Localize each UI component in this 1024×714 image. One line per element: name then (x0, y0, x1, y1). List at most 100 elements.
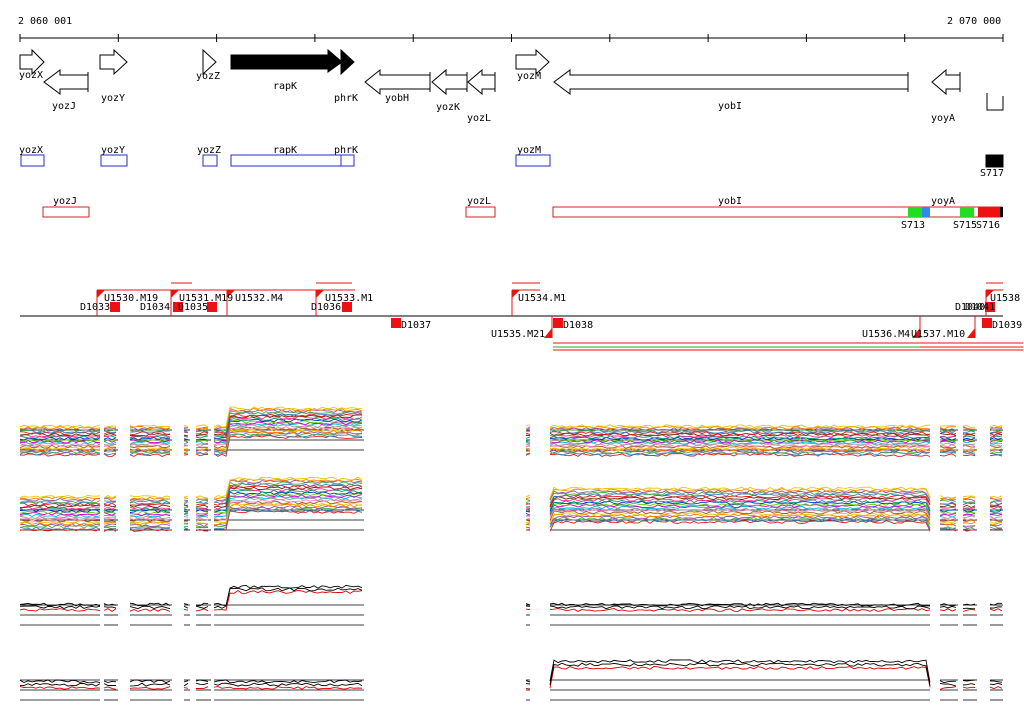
expression-trace (19, 602, 101, 607)
expression-trace (19, 446, 101, 450)
minus-label-yozL: yozL (467, 196, 491, 207)
expression-trace (962, 428, 976, 432)
gene-label-yozJ: yozJ (52, 101, 76, 112)
gene-partial-right[interactable] (986, 93, 1004, 111)
gene-yobH[interactable]: yobH (364, 68, 431, 104)
expression-trace (549, 446, 931, 451)
ruler-end-label: 2 070 000 (947, 16, 1001, 27)
expression-trace (103, 502, 117, 507)
expression-trace (129, 686, 171, 690)
region-S713[interactable]: S713 (901, 207, 930, 231)
segment-box (982, 318, 992, 328)
minus-box-yozL[interactable]: yozL (465, 196, 496, 218)
expression-trace (939, 438, 957, 442)
expression-trace (129, 450, 171, 454)
gene-phrK[interactable]: phrK (334, 48, 358, 104)
gene-rapK[interactable]: rapK (230, 48, 343, 92)
expression-trace (103, 430, 117, 434)
expression-trace (19, 498, 101, 502)
expression-trace (19, 442, 101, 446)
expression-trace (939, 442, 957, 446)
expression-trace (989, 602, 1003, 606)
plus-box-phrK[interactable]: phrK (334, 145, 358, 167)
plus-box-yozX[interactable]: yozX (19, 145, 45, 167)
gene-yobI[interactable]: yobI (553, 69, 909, 112)
expression-trace (103, 440, 117, 445)
plus-label-yozX: yozX (19, 145, 43, 156)
expression-trace (549, 507, 931, 518)
segment-flag (986, 290, 994, 298)
segment-flag-down (967, 328, 975, 338)
region-S716[interactable]: S716 (976, 207, 1003, 231)
expression-trace (183, 687, 189, 689)
expression-trace (213, 417, 363, 438)
expression-trace (525, 680, 531, 683)
gene-yozL[interactable]: yozL (467, 68, 496, 124)
gene-yozM[interactable]: yozM (515, 48, 550, 82)
expression-trace (549, 520, 931, 532)
expression-trace (549, 438, 931, 442)
expression-trace (525, 517, 531, 521)
expression-trace (129, 495, 171, 499)
expression-trace (525, 449, 531, 452)
expression-trace (129, 518, 171, 523)
plus-box-S717[interactable]: S717 (980, 154, 1004, 179)
expression-trace (939, 439, 957, 444)
plus-box-yozY[interactable]: yozY (100, 145, 128, 167)
gene-yozJ[interactable]: yozJ (43, 69, 89, 112)
region-S715[interactable]: S715 (953, 207, 977, 231)
gene-label-yobI: yobI (718, 101, 742, 112)
plus-box-yozM[interactable]: yozM (515, 145, 551, 167)
expression-trace (129, 608, 171, 612)
expression-trace (103, 453, 117, 457)
segment-label-D1040: D1040 (955, 302, 985, 313)
minus-label-S716: S716 (976, 220, 1000, 231)
gene-yozY[interactable]: yozY (99, 48, 128, 104)
expression-trace (962, 519, 976, 522)
plus-box-yozZ[interactable]: yozZ (197, 145, 221, 167)
expression-trace (195, 602, 209, 607)
segment-label-D1034: D1034 (140, 302, 170, 313)
expression-trace (129, 515, 171, 519)
gene-yozK[interactable]: yozK (431, 68, 468, 113)
expression-trace (525, 512, 531, 516)
segment-box (110, 302, 120, 312)
expression-trace (962, 608, 976, 612)
expression-trace (939, 520, 957, 524)
plus-label-yozY: yozY (101, 145, 125, 156)
expression-trace (989, 434, 1003, 438)
expression-trace (129, 528, 171, 532)
expression-trace (129, 506, 171, 510)
gene-label-yozY: yozY (101, 93, 125, 104)
expression-trace (213, 421, 363, 444)
expression-trace (939, 526, 957, 529)
expression-trace (939, 435, 957, 439)
gene-yoyA[interactable]: yoyA (931, 68, 961, 124)
expression-trace (939, 510, 957, 515)
gene-yozX[interactable]: yozX (19, 48, 45, 81)
minus-box-yozJ[interactable]: yozJ (42, 196, 90, 218)
expression-trace (939, 682, 957, 687)
expression-trace (213, 497, 363, 519)
gene-yozZ[interactable]: yozZ (196, 48, 220, 82)
plus-box-rapK[interactable]: rapK (230, 145, 343, 167)
expression-trace (103, 608, 117, 613)
expression-trace (129, 432, 171, 437)
expression-trace (129, 436, 171, 441)
expression-trace (989, 500, 1003, 503)
expression-trace (939, 499, 957, 503)
expression-trace (989, 506, 1003, 510)
expression-trace (103, 427, 117, 430)
expression-trace (939, 504, 957, 508)
expression-trace (962, 454, 976, 457)
expression-trace (549, 504, 931, 515)
expression-trace (183, 454, 189, 456)
expression-trace (939, 605, 957, 609)
expression-trace (19, 517, 100, 521)
expression-trace (103, 452, 117, 456)
expression-trace (549, 605, 931, 610)
expression-trace (213, 476, 363, 499)
expression-trace (213, 587, 363, 609)
expression-trace (19, 438, 101, 442)
expression-trace (183, 452, 189, 455)
